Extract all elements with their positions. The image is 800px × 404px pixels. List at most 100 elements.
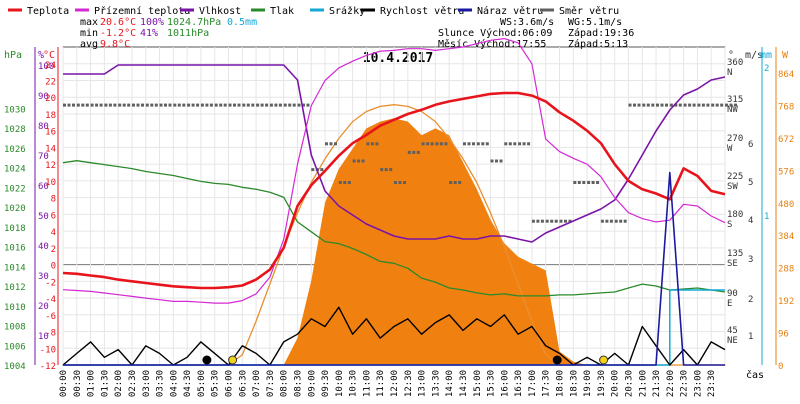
x-tick-26: 12:30 (404, 370, 414, 397)
wind-dir-dot-40-1 (600, 219, 604, 223)
wind-dir-dot-35-1 (531, 219, 535, 223)
hpa-tick-12: 1026 (4, 145, 26, 155)
ms-tick-4: 4 (748, 216, 753, 226)
wind-dir-dot-13-3 (237, 103, 241, 107)
wind-dir-dot-36-3 (554, 219, 558, 223)
legend-label-2: Přízemní teplota (94, 5, 190, 17)
wind-dir-dot-27-3 (430, 142, 434, 146)
wind-dir-dot-24-2 (384, 168, 388, 172)
wind-dir-dot-35-3 (540, 219, 544, 223)
x-tick-4: 01:30 (100, 370, 110, 397)
wind-dir-dot-12-3 (223, 103, 227, 107)
deg-dir-2: E (727, 299, 732, 309)
wind-dir-dot-1-2 (67, 103, 71, 107)
temp-tick-4: -6 (45, 312, 56, 322)
wind-dir-dot-29-1 (449, 181, 453, 184)
wind-dir-dot-19-1 (311, 168, 315, 172)
ground-temp-line (62, 37, 726, 304)
hpa-tick-4: 1010 (4, 303, 26, 313)
wind-dir-dot-46-1 (683, 103, 687, 107)
w-tick-6: 480 (778, 200, 794, 210)
wind-dir-dot-10-1 (187, 103, 191, 107)
solar-radiation-area (63, 118, 725, 365)
deg-dir-1: NE (727, 336, 738, 346)
x-tick-16: 07:30 (266, 370, 276, 397)
x-tick-13: 06:00 (225, 370, 235, 397)
sunset-marker (599, 355, 609, 365)
x-tick-29: 14:00 (445, 370, 455, 397)
wind-dir-dot-22-3 (361, 159, 365, 163)
wind-dir-dot-36-1 (545, 219, 549, 223)
wind-dir-dot-2-2 (81, 103, 85, 107)
stat-label-2: min (80, 28, 98, 39)
wind-dir-dot-21-3 (347, 181, 351, 184)
wind-dir-dot-20-3 (334, 142, 337, 146)
x-tick-8: 03:30 (156, 370, 166, 397)
x-tick-19: 09:00 (307, 370, 317, 397)
x-tick-39: 19:00 (583, 370, 593, 397)
wind-dir-dot-24-1 (380, 168, 384, 172)
x-tick-38: 18:30 (569, 370, 579, 397)
x-tick-20: 09:30 (321, 370, 331, 397)
x-tick-9: 04:00 (169, 370, 179, 397)
x-tick-42: 20:30 (624, 370, 634, 397)
legend-label-4: Tlak (270, 6, 294, 17)
wind-dir-dot-42-3 (637, 103, 641, 107)
wind-dir-dot-3-3 (99, 103, 103, 107)
wind-dir-dot-47-1 (697, 103, 701, 107)
x-tick-31: 15:00 (473, 370, 483, 397)
deg-axis-label: ° (728, 50, 734, 61)
wind-dir-dot-8-3 (168, 103, 172, 107)
stat-max-1: 100% (140, 17, 164, 28)
temp-tick-14: 14 (45, 144, 56, 154)
x-tick-23: 11:00 (362, 370, 372, 397)
legend-label-1: Teplota (27, 6, 69, 17)
wind-dir-dot-30-2 (467, 142, 471, 146)
wind-dir-dot-34-3 (527, 142, 531, 146)
w-tick-3: 192 (778, 297, 794, 307)
wind-dir-dot-36-2 (550, 219, 554, 223)
ms-tick-2: 2 (748, 295, 753, 305)
pct-tick-7: 70 (38, 152, 49, 162)
wind-dir-dot-49-3 (734, 103, 737, 107)
wind-dir-dot-12-1 (214, 103, 218, 107)
temp-tick-11: 8 (51, 195, 56, 205)
wind-dir-dot-47-3 (706, 103, 710, 107)
wind-dir-dot-20-1 (325, 142, 328, 146)
wind-dir-dot-19-3 (320, 168, 324, 172)
stat-max-0: 20.6°C (100, 17, 136, 28)
info-right-1: WG:5.1m/s (568, 17, 622, 28)
wind-dir-dot-17-2 (288, 103, 292, 107)
deg-dir-7: NW (727, 105, 738, 115)
x-tick-48: 23:30 (707, 370, 717, 397)
wind-dir-dot-17-1 (283, 103, 287, 107)
mm-tick-2: 2 (764, 64, 769, 74)
wind-dir-dot-23-1 (366, 142, 370, 146)
x-tick-14: 06:30 (238, 370, 248, 397)
wind-dir-dot-32-2 (495, 159, 498, 163)
hpa-tick-11: 1024 (4, 165, 26, 175)
wind-dir-dot-8-1 (159, 103, 163, 107)
deg-tick-3: 135 (727, 249, 743, 259)
x-tick-12: 05:30 (211, 370, 221, 397)
wind-dir-dot-41-3 (623, 219, 627, 223)
wind-dir-dot-40-3 (609, 219, 613, 223)
deg-dir-3: SE (727, 259, 738, 269)
wind-dir-dot-29-3 (458, 181, 462, 184)
temp-tick-15: 16 (45, 128, 56, 138)
w-tick-5: 384 (778, 232, 794, 242)
wind-dir-dot-41-1 (614, 219, 618, 223)
hpa-tick-13: 1028 (4, 125, 26, 135)
x-tick-18: 08:30 (293, 370, 303, 397)
x-tick-17: 08:00 (280, 370, 290, 397)
stat-label-1: max (80, 17, 98, 28)
legend-label-8: Směr větru (559, 5, 619, 17)
stats-panel: max 20.6°C 100% 1024.7hPa 0.5mm min -1.2°C 41% 1… (80, 17, 257, 50)
wind-dir-dot-5-1 (118, 103, 122, 107)
x-tick-22: 10:30 (349, 370, 359, 397)
hpa-tick-6: 1014 (4, 263, 26, 273)
wind-dir-dot-26-2 (412, 150, 416, 154)
mm-tick-1: 1 (764, 212, 769, 222)
